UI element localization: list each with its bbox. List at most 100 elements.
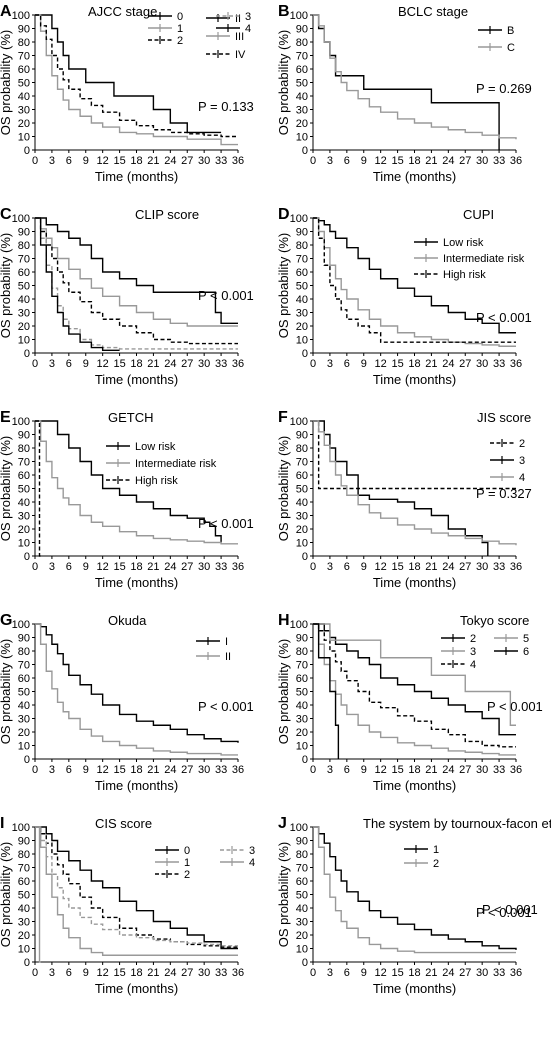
series-line-2 xyxy=(313,420,516,490)
x-tick-label: 21 xyxy=(425,764,437,776)
x-tick-label: 15 xyxy=(113,561,125,573)
x-tick-label: 21 xyxy=(147,561,159,573)
y-tick-label: 70 xyxy=(18,660,30,672)
y-tick-label: 30 xyxy=(18,308,30,320)
x-tick-label: 12 xyxy=(97,155,109,167)
legend-label: 6 xyxy=(523,646,529,658)
x-tick-label: 36 xyxy=(232,561,244,573)
x-tick-label: 27 xyxy=(459,764,471,776)
x-tick-label: 30 xyxy=(476,967,488,979)
x-tick-label: 30 xyxy=(476,155,488,167)
y-tick-label: 10 xyxy=(18,741,30,753)
legend-label: 3 xyxy=(249,845,255,857)
y-tick-label: 100 xyxy=(290,10,308,22)
series-line-c xyxy=(313,14,517,140)
x-tick-label: 27 xyxy=(181,561,193,573)
y-tick-label: 70 xyxy=(18,863,30,875)
y-tick-label: 0 xyxy=(24,957,30,969)
series-line-high-risk xyxy=(313,217,516,343)
x-tick-label: 15 xyxy=(113,358,125,370)
y-tick-label: 80 xyxy=(18,443,30,455)
x-tick-label: 33 xyxy=(493,967,505,979)
x-tick-label: 18 xyxy=(130,155,142,167)
y-tick-label: 60 xyxy=(296,673,308,685)
legend-label: B xyxy=(507,25,514,37)
y-tick-label: 80 xyxy=(18,240,30,252)
x-tick-label: 9 xyxy=(361,358,367,370)
x-tick-label: 36 xyxy=(232,764,244,776)
y-tick-label: 70 xyxy=(296,863,308,875)
x-tick-label: 6 xyxy=(344,967,350,979)
y-tick-label: 90 xyxy=(18,633,30,645)
panel-letter: E xyxy=(0,409,11,426)
x-tick-label: 33 xyxy=(493,561,505,573)
series-line-4 xyxy=(35,826,41,963)
legend-label: 3 xyxy=(245,11,251,23)
y-tick-label: 80 xyxy=(18,37,30,49)
x-tick-label: 12 xyxy=(97,561,109,573)
y-tick-label: 60 xyxy=(18,267,30,279)
x-tick-label: 30 xyxy=(476,764,488,776)
y-tick-label: 0 xyxy=(24,551,30,563)
y-tick-label: 10 xyxy=(18,538,30,550)
legend-label: II xyxy=(225,651,231,663)
panel-letter: G xyxy=(0,612,12,629)
y-tick-label: 50 xyxy=(18,484,30,496)
y-tick-label: 40 xyxy=(296,497,308,509)
y-tick-label: 30 xyxy=(296,714,308,726)
x-tick-label: 27 xyxy=(181,764,193,776)
series-line-6 xyxy=(313,623,340,759)
y-tick-label: 20 xyxy=(296,930,308,942)
y-tick-label: 80 xyxy=(296,849,308,861)
series-line-0 xyxy=(35,217,238,324)
panel-title: CIS score xyxy=(95,816,152,831)
x-axis-label: Time (months) xyxy=(95,575,178,590)
x-tick-label: 0 xyxy=(32,561,38,573)
y-tick-label: 60 xyxy=(296,267,308,279)
y-tick-label: 20 xyxy=(18,930,30,942)
y-tick-label: 10 xyxy=(296,944,308,956)
x-tick-label: 27 xyxy=(459,561,471,573)
y-axis-label: OS probability (%) xyxy=(276,842,291,947)
x-tick-label: 33 xyxy=(493,358,505,370)
series-line-intermediate-risk xyxy=(313,217,516,347)
y-tick-label: 80 xyxy=(296,37,308,49)
x-tick-label: 9 xyxy=(83,358,89,370)
x-tick-label: 6 xyxy=(344,561,350,573)
y-tick-label: 60 xyxy=(18,876,30,888)
legend-label: II xyxy=(235,13,241,25)
x-tick-label: 36 xyxy=(510,358,522,370)
x-tick-label: 9 xyxy=(83,764,89,776)
y-tick-label: 80 xyxy=(18,646,30,658)
y-tick-label: 80 xyxy=(296,240,308,252)
panel-letter: J xyxy=(278,815,287,832)
x-tick-label: 6 xyxy=(344,764,350,776)
y-tick-label: 30 xyxy=(18,714,30,726)
x-tick-label: 27 xyxy=(459,358,471,370)
y-tick-label: 10 xyxy=(296,335,308,347)
x-tick-label: 12 xyxy=(97,764,109,776)
x-tick-label: 0 xyxy=(310,358,316,370)
x-tick-label: 27 xyxy=(459,155,471,167)
y-tick-label: 100 xyxy=(12,619,30,631)
x-tick-label: 21 xyxy=(425,967,437,979)
x-tick-label: 18 xyxy=(408,155,420,167)
y-tick-label: 20 xyxy=(296,727,308,739)
y-tick-label: 70 xyxy=(296,51,308,63)
p-value-label: P = 0.133 xyxy=(198,99,254,114)
y-axis-label: OS probability (%) xyxy=(276,436,291,541)
y-tick-label: 90 xyxy=(296,836,308,848)
panel-letter: B xyxy=(278,3,290,20)
y-axis-label: OS probability (%) xyxy=(276,30,291,135)
y-tick-label: 90 xyxy=(296,227,308,239)
x-tick-label: 3 xyxy=(49,358,55,370)
x-tick-label: 6 xyxy=(66,967,72,979)
x-tick-label: 3 xyxy=(327,967,333,979)
legend-label: Low risk xyxy=(135,441,176,453)
